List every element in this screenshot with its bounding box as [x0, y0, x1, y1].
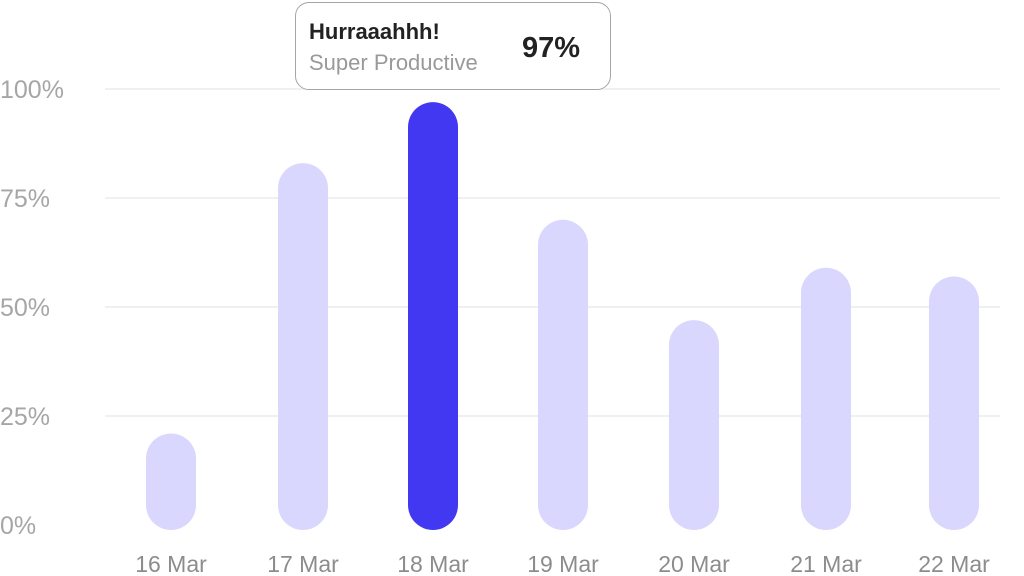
tooltip-value: 97% [522, 32, 581, 64]
bar [801, 267, 851, 530]
bar [538, 219, 588, 531]
bar [278, 163, 328, 530]
y-tick-label: 100% [0, 76, 64, 104]
x-tick-label: 17 Mar [267, 551, 339, 576]
y-tick-label: 50% [0, 294, 50, 322]
x-tick-label: 21 Mar [790, 551, 862, 576]
bar [408, 102, 458, 530]
x-tick-label: 20 Mar [658, 551, 730, 576]
y-tick-label: 25% [0, 403, 50, 431]
x-tick-label: 18 Mar [397, 551, 469, 576]
y-tick-label: 0% [0, 512, 36, 540]
x-tick-label: 19 Mar [527, 551, 599, 576]
y-tick-label: 75% [0, 185, 50, 213]
x-tick-label: 16 Mar [135, 551, 207, 576]
tooltip: Hurraaahhh! Super Productive 97% [295, 2, 611, 90]
x-tick-label: 22 Mar [918, 551, 990, 576]
bar [146, 433, 196, 530]
bar [929, 276, 979, 530]
bar [669, 320, 719, 530]
tooltip-title: Hurraaahhh! [309, 19, 440, 44]
tooltip-subtitle: Super Productive [309, 50, 478, 75]
